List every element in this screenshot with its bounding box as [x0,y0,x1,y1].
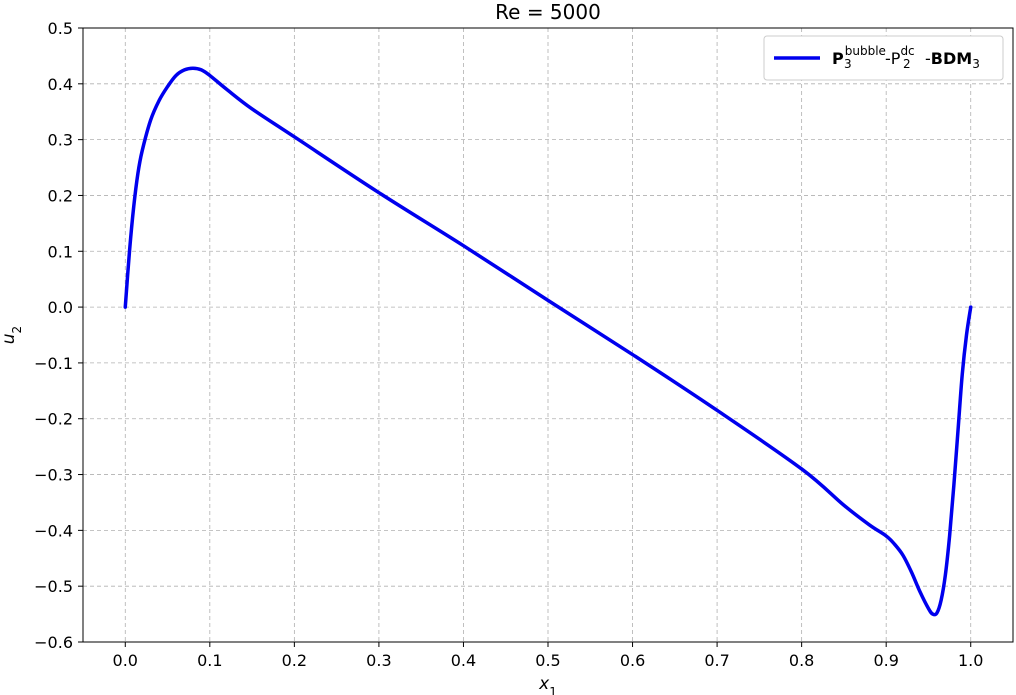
y-tick-label: −0.5 [34,577,73,596]
y-tick-label: 0.5 [48,19,73,38]
y-tick-label: −0.6 [34,633,73,652]
axis-ticks: 0.0 0.1 0.2 0.3 0.4 0.5 0.6 0.7 0.8 0.9 1.0 0.5 0.4 0… [34,19,983,670]
y-tick-label: 0.2 [48,186,73,205]
x-tick-label: 0.6 [620,651,645,670]
series-line [123,66,973,617]
x-axis-label: x1 [538,674,557,695]
chart-title: Re = 5000 [495,0,601,24]
x-tick-label: 0.0 [113,651,138,670]
x-tick-label: 0.5 [535,651,560,670]
x-tick-label: 0.7 [704,651,729,670]
x-tick-label: 0.1 [197,651,222,670]
x-tick-label: 1.0 [958,651,983,670]
x-tick-label: 0.3 [366,651,391,670]
series-layer [123,66,973,617]
y-tick-label: 0.4 [48,75,73,94]
x-tick-label: 0.4 [451,651,476,670]
grid [83,27,1013,643]
y-tick-label: 0.3 [48,131,73,150]
legend-label: Pbubble 3 -Pdc 2 -BDM3 [832,44,980,71]
legend-box [763,35,1004,81]
legend: Pbubble 3 -Pdc 2 -BDM3 [763,35,1004,81]
y-tick-label: −0.2 [34,410,73,429]
y-axis-label: u2 [0,326,24,344]
y-tick-label: −0.4 [34,521,73,540]
y-tick-label: −0.1 [34,354,73,373]
plot-frame [82,27,1014,643]
x-tick-label: 0.2 [282,651,307,670]
y-tick-label: −0.3 [34,466,73,485]
x-tick-label: 0.8 [789,651,814,670]
y-tick-label: 0.1 [48,242,73,261]
x-tick-label: 0.9 [873,651,898,670]
y-tick-label: 0.0 [48,298,73,317]
